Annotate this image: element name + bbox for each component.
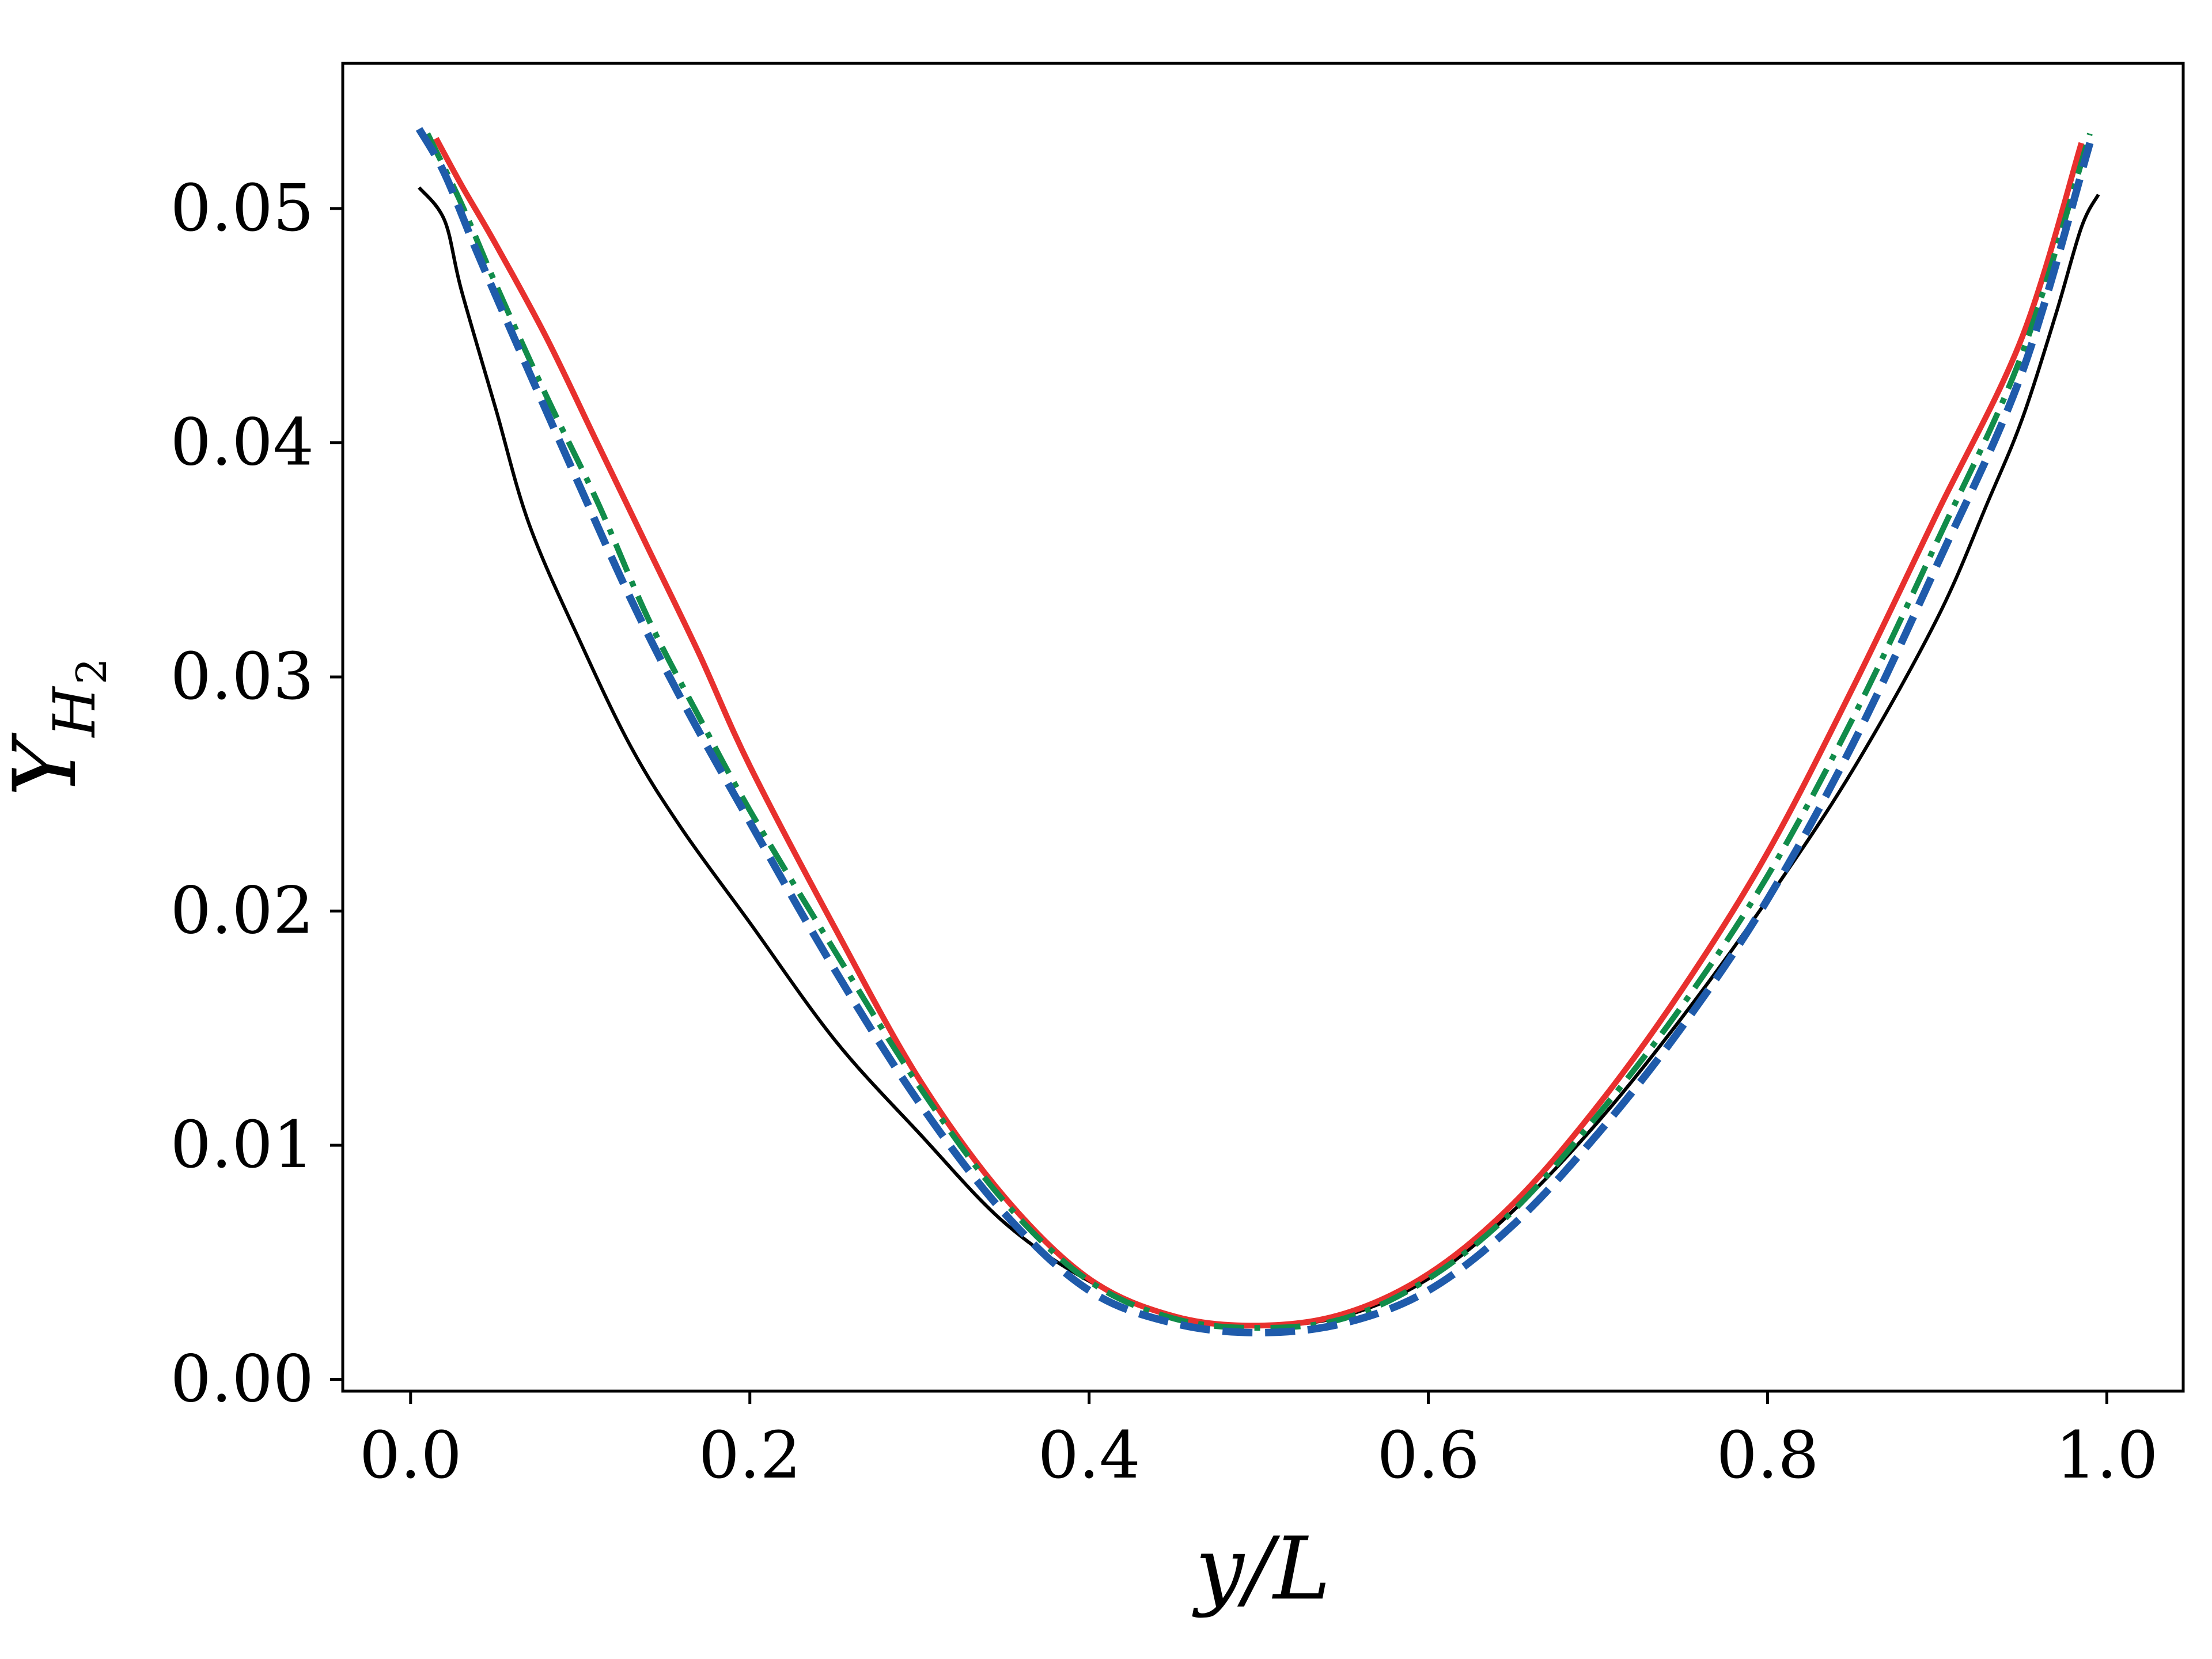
y-axis-label: Y H 2 [0,658,116,796]
y-tick-label: 0.02 [171,874,314,949]
y-tick-label: 0.01 [171,1108,314,1183]
x-tick-label: 0.0 [359,1418,462,1493]
y-axis-label-main: Y [0,733,96,797]
x-tick-label: 0.2 [699,1418,801,1493]
series-line-4 [415,127,2094,1336]
x-tick-label: 0.4 [1038,1418,1141,1493]
y-axis-label-sub: H [41,686,108,738]
plot-frame [341,62,2185,1393]
y-tick-label: 0.00 [171,1342,314,1417]
x-axis-ticks: 0.0 0.2 0.4 0.6 0.8 1.0 [359,1391,2158,1493]
y-tick-label: 0.03 [171,639,314,714]
y-tick-label: 0.04 [171,406,314,480]
series-layer [415,127,2100,1336]
x-axis-label: y/L [1192,1519,1331,1619]
y-tick-label: 0.05 [171,171,314,246]
x-tick-label: 0.8 [1716,1418,1819,1493]
x-tick-label: 0.6 [1377,1418,1480,1493]
y-axis-ticks: 0.00 0.01 0.02 0.03 0.04 0.05 [171,171,343,1417]
series-line-3 [425,132,2093,1331]
x-tick-label: 1.0 [2055,1418,2158,1493]
y-axis-label-subsub: 2 [67,658,116,684]
